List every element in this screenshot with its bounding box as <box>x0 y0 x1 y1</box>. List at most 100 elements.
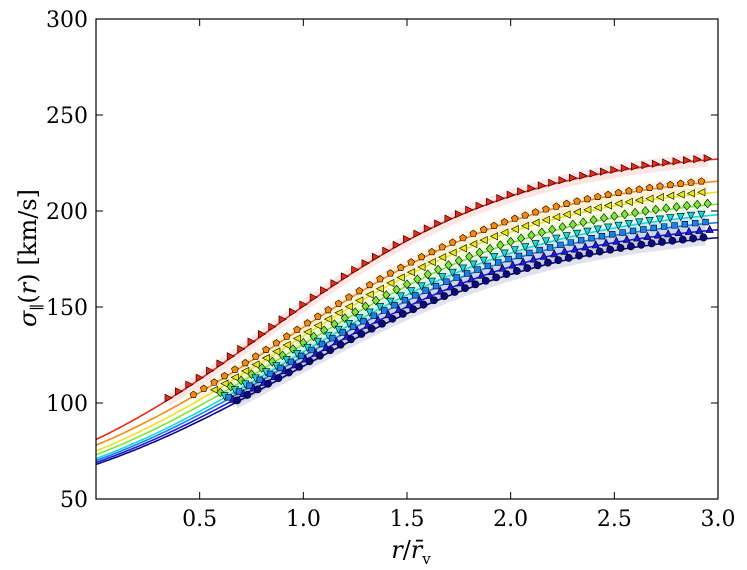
data-point <box>676 190 685 199</box>
data-point <box>568 219 577 230</box>
series-line <box>95 236 719 466</box>
data-point <box>349 323 357 330</box>
data-point <box>407 258 415 266</box>
data-point <box>365 290 374 299</box>
data-point <box>448 248 457 257</box>
data-point <box>417 262 426 272</box>
data-point <box>635 218 644 227</box>
data-point <box>454 210 464 219</box>
data-point <box>266 370 274 378</box>
data-point <box>378 319 387 328</box>
data-point <box>502 270 511 279</box>
data-point <box>527 230 536 241</box>
data-point <box>314 312 322 320</box>
data-point <box>589 169 598 178</box>
data-point <box>326 346 335 355</box>
data-point <box>591 240 600 249</box>
y-tick-label: 300 <box>46 8 88 33</box>
data-point <box>614 199 623 208</box>
data-point <box>443 278 450 285</box>
data-point <box>662 203 671 214</box>
data-point <box>284 368 293 377</box>
data-point <box>386 297 395 306</box>
data-point <box>558 176 567 185</box>
data-point <box>655 193 664 202</box>
data-point <box>376 275 384 283</box>
data-point <box>456 278 465 287</box>
data-point <box>313 321 322 330</box>
data-point <box>620 164 629 173</box>
data-point <box>610 211 619 221</box>
data-point <box>324 306 332 314</box>
data-point <box>508 260 517 269</box>
data-point <box>572 207 581 217</box>
data-point <box>200 384 208 392</box>
data-point <box>308 346 315 354</box>
data-point <box>517 187 526 196</box>
data-point <box>233 396 241 405</box>
data-point <box>413 274 422 285</box>
data-point <box>413 229 422 238</box>
data-point <box>637 240 646 249</box>
data-point <box>465 205 474 214</box>
data-point <box>391 302 398 309</box>
data-point <box>544 258 552 267</box>
data-point <box>469 229 478 237</box>
data-point <box>316 351 324 360</box>
data-point <box>412 292 419 299</box>
data-point <box>603 201 613 210</box>
data-point <box>340 272 350 281</box>
data-point <box>427 277 436 286</box>
data-point <box>601 238 611 247</box>
data-point <box>365 280 374 289</box>
data-point <box>220 372 229 380</box>
data-point <box>220 379 229 388</box>
data-point <box>293 325 301 333</box>
plot-frame <box>95 18 719 500</box>
data-point <box>581 242 590 251</box>
data-point <box>370 312 378 319</box>
data-point <box>610 165 619 174</box>
data-point <box>459 233 467 242</box>
data-point <box>344 302 353 311</box>
data-point <box>430 296 438 305</box>
data-point <box>496 240 505 250</box>
data-point <box>382 246 391 255</box>
data-point <box>651 159 661 168</box>
data-point <box>552 213 561 222</box>
data-point <box>635 185 643 193</box>
data-point <box>676 213 685 222</box>
data-point <box>241 366 250 376</box>
data-point <box>417 282 426 291</box>
data-point <box>542 205 550 213</box>
data-point <box>206 366 215 375</box>
data-point <box>645 183 654 191</box>
data-point <box>461 284 469 292</box>
data-point <box>537 227 546 238</box>
data-point <box>570 244 580 253</box>
data-point <box>645 217 654 226</box>
data-point <box>583 227 592 236</box>
data-point <box>604 223 613 232</box>
data-point <box>573 197 581 205</box>
data-point <box>520 221 530 230</box>
data-point <box>295 363 304 371</box>
data-point <box>261 353 270 363</box>
data-point <box>216 359 225 368</box>
data-point <box>339 329 346 336</box>
data-point <box>686 189 695 198</box>
series-line <box>95 221 719 462</box>
data-point <box>533 261 542 270</box>
data-point <box>278 315 287 324</box>
data-point <box>231 365 239 373</box>
data-point <box>427 257 436 267</box>
data-point <box>479 235 488 245</box>
data-point <box>320 286 329 295</box>
data-point <box>347 335 355 344</box>
data-point <box>465 251 474 262</box>
data-point <box>375 303 385 312</box>
data-point <box>650 224 657 232</box>
data-point <box>656 182 664 190</box>
y-tick-label: 200 <box>46 200 88 225</box>
data-point <box>498 263 507 272</box>
